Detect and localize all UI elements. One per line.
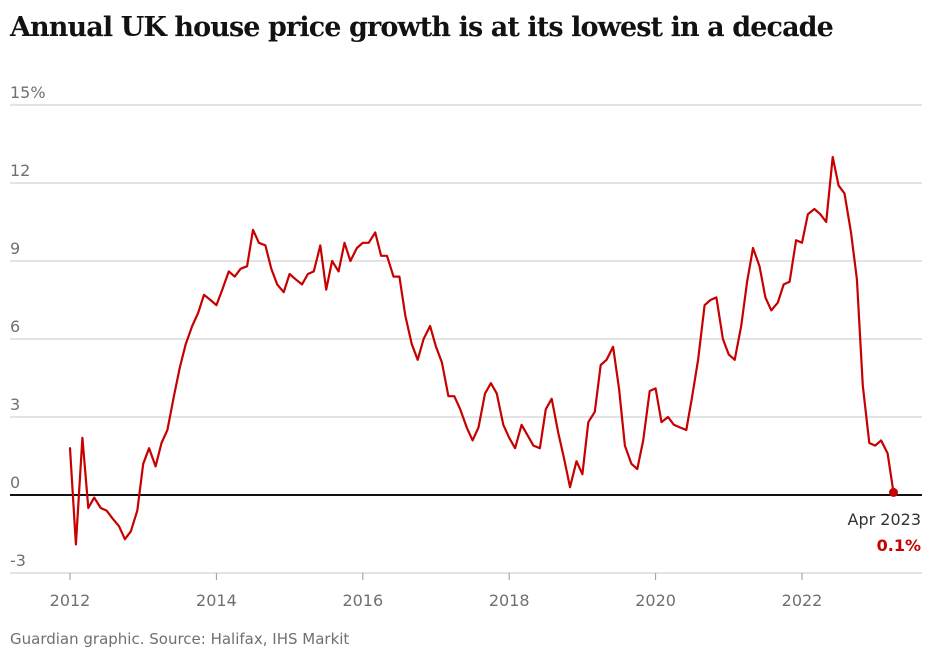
- y-tick-label: 15%: [10, 83, 46, 102]
- y-tick-label: 6: [10, 317, 20, 336]
- y-axis-tick-labels: 15% 12 9 6 3 0 -3: [10, 83, 46, 570]
- annotation-date-label: Apr 2023: [848, 510, 921, 529]
- gridlines: [10, 104, 922, 574]
- x-tick-label: 2012: [50, 591, 91, 610]
- x-tick-label: 2014: [196, 591, 237, 610]
- x-tick-label: 2022: [782, 591, 823, 610]
- series-line: [68, 155, 895, 546]
- y-tick-label: 9: [10, 239, 20, 258]
- x-tick-label: 2016: [342, 591, 383, 610]
- source-note: Guardian graphic. Source: Halifax, IHS M…: [10, 630, 350, 648]
- y-tick-label: 3: [10, 395, 20, 414]
- x-tick-label: 2020: [635, 591, 676, 610]
- y-tick-label: 12: [10, 161, 30, 180]
- y-tick-label: -3: [10, 551, 26, 570]
- annotation-value-label: 0.1%: [877, 536, 921, 555]
- x-tick-label: 2018: [489, 591, 530, 610]
- x-axis-tick-labels: 2012 2014 2016 2018 2020 2022: [50, 573, 823, 610]
- y-tick-label: 0: [10, 473, 20, 492]
- end-point-marker: [889, 487, 898, 497]
- chart-title: Annual UK house price growth is at its l…: [10, 12, 834, 43]
